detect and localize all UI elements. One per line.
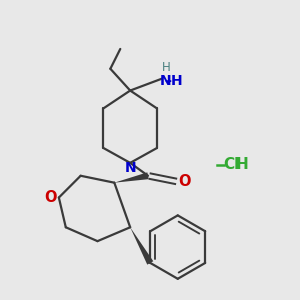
Text: H: H (236, 158, 248, 172)
Text: O: O (45, 190, 57, 205)
Polygon shape (114, 172, 149, 183)
Text: –H: –H (164, 74, 183, 88)
Text: Cl: Cl (223, 158, 239, 172)
Text: H: H (161, 61, 170, 74)
Polygon shape (130, 227, 153, 265)
Text: O: O (178, 174, 191, 189)
Text: N: N (160, 74, 172, 88)
Text: N: N (124, 161, 136, 175)
